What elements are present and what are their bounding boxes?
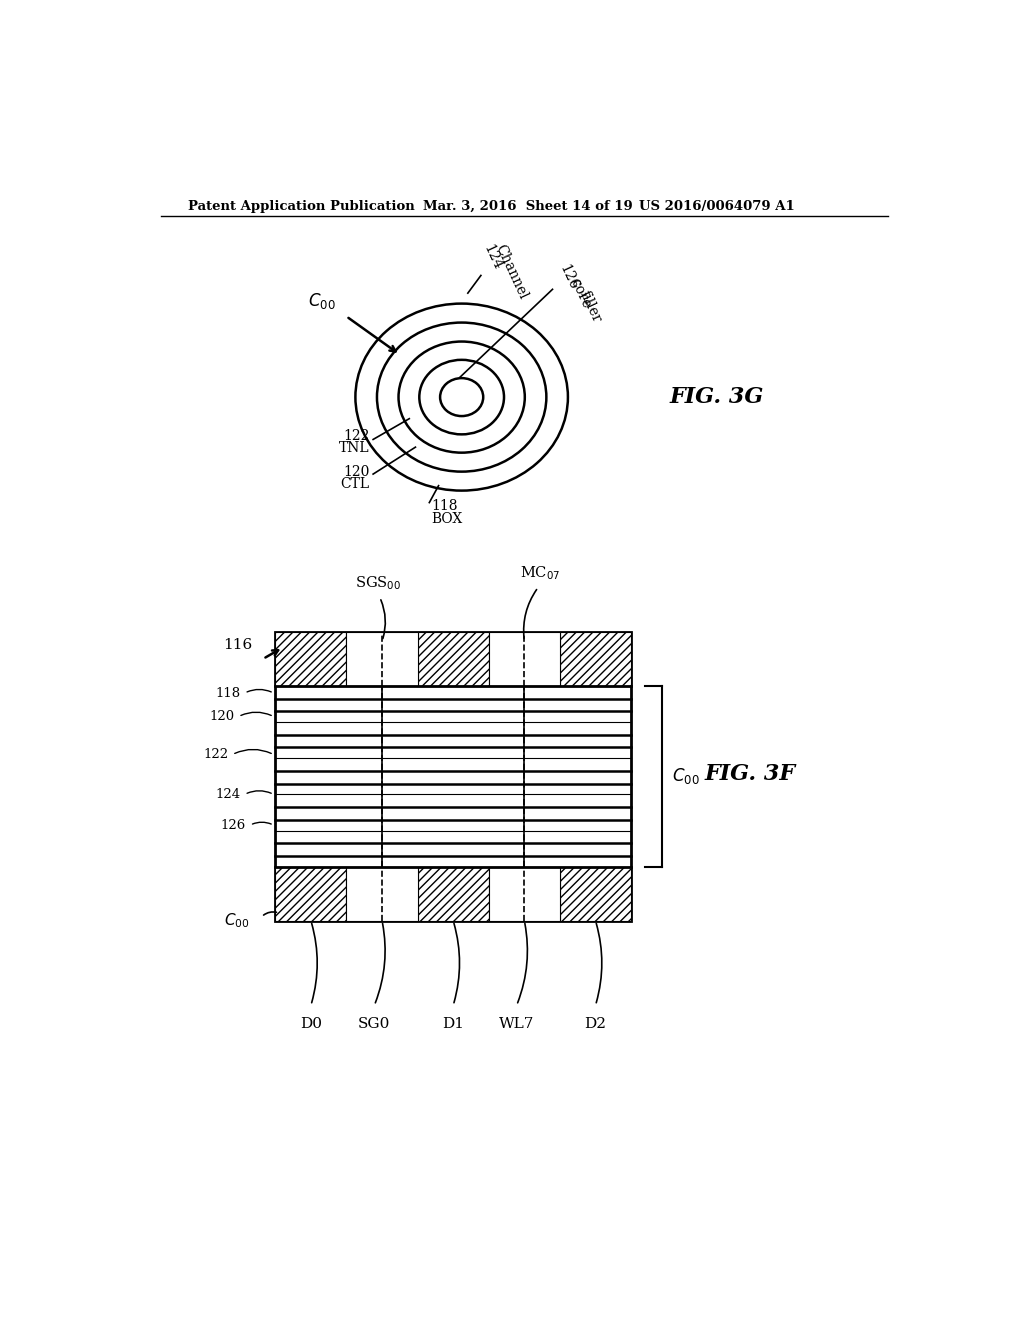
Bar: [275, 867, 346, 921]
Text: 118: 118: [215, 686, 241, 700]
Bar: [275, 632, 346, 686]
Text: $C_{00}$: $C_{00}$: [672, 767, 699, 787]
Text: TNL: TNL: [339, 441, 370, 455]
Bar: [275, 632, 631, 921]
Text: 124: 124: [215, 788, 241, 801]
Bar: [418, 632, 488, 686]
Text: core: core: [568, 276, 594, 310]
Text: 122: 122: [343, 429, 370, 442]
Text: US 2016/0064079 A1: US 2016/0064079 A1: [639, 199, 795, 213]
Text: WL7: WL7: [499, 1016, 535, 1031]
Text: BOX: BOX: [431, 512, 462, 525]
Bar: [488, 867, 560, 921]
Text: 122: 122: [203, 748, 228, 762]
Text: $C_{00}$: $C_{00}$: [224, 911, 250, 931]
Text: 120: 120: [343, 465, 370, 479]
Bar: [560, 632, 631, 686]
Bar: [346, 867, 418, 921]
Text: D1: D1: [442, 1016, 464, 1031]
Text: CTL: CTL: [340, 477, 370, 491]
Bar: [560, 867, 631, 921]
Text: 118: 118: [431, 499, 458, 513]
Text: FIG. 3G: FIG. 3G: [670, 387, 764, 408]
Text: 126: 126: [221, 818, 246, 832]
Text: 126: 126: [556, 263, 581, 293]
Text: SGS$_{00}$: SGS$_{00}$: [355, 574, 401, 591]
Text: Mar. 3, 2016  Sheet 14 of 19: Mar. 3, 2016 Sheet 14 of 19: [423, 199, 633, 213]
Text: $C_{00}$: $C_{00}$: [307, 290, 335, 310]
Bar: [346, 632, 418, 686]
Text: 120: 120: [209, 710, 234, 723]
Text: 116: 116: [223, 638, 252, 652]
Text: D0: D0: [300, 1016, 322, 1031]
Bar: [418, 867, 488, 921]
Text: D2: D2: [585, 1016, 606, 1031]
Text: FIG. 3F: FIG. 3F: [705, 763, 796, 785]
Text: Patent Application Publication: Patent Application Publication: [188, 199, 415, 213]
Bar: [488, 632, 560, 686]
Text: SG0: SG0: [358, 1016, 390, 1031]
Text: Channel: Channel: [493, 242, 530, 301]
Text: MC$_{07}$: MC$_{07}$: [519, 564, 560, 582]
Text: filler: filler: [578, 289, 604, 325]
Text: 124: 124: [481, 242, 505, 272]
